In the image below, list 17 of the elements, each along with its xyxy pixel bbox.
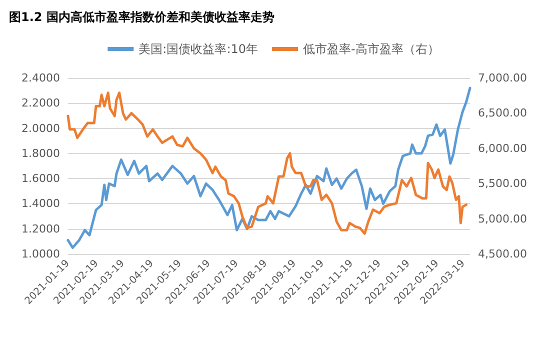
y-tick-label: 1.8000: [22, 146, 60, 160]
y2-tick-label: 6,500.00: [478, 106, 527, 120]
y2-tick-label: 5,000.00: [478, 212, 527, 226]
y-tick-label: 2.4000: [22, 72, 60, 84]
legend-label: 低市盈率-高市盈率（右）: [303, 42, 440, 56]
y2-tick-label: 4,500.00: [478, 248, 527, 260]
y-tick-label: 2.2000: [22, 96, 60, 110]
y-tick-label: 1.4000: [22, 197, 60, 210]
y-tick-label: 1.6000: [22, 172, 60, 186]
y2-tick-label: 6,000.00: [478, 142, 527, 155]
y-tick-label: 1.2000: [22, 222, 60, 236]
chart-title: 图1.2 国内高低市盈率指数价差和美债收益率走势: [9, 10, 274, 24]
y2-tick-label: 7,000.00: [478, 72, 527, 84]
y-tick-label: 2.0000: [22, 122, 60, 135]
legend-label: 美国:国债收益率:10年: [138, 42, 258, 56]
y-tick-label: 1.0000: [22, 248, 60, 260]
y2-tick-label: 5,500.00: [478, 177, 527, 190]
